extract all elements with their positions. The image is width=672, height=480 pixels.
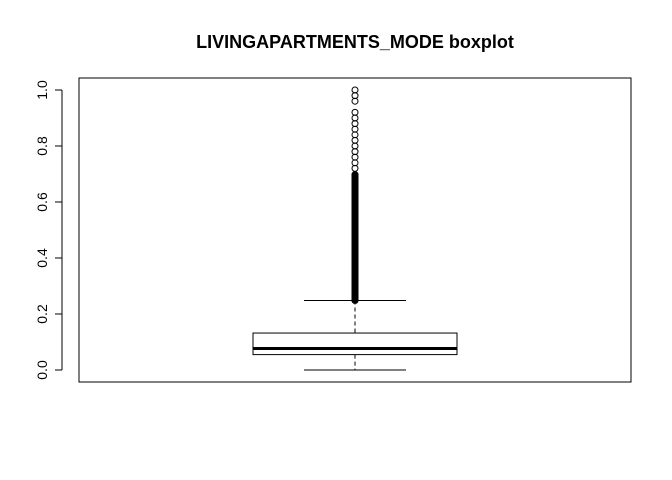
y-tick-label: 0.2 <box>34 304 50 324</box>
chart-title: LIVINGAPARTMENTS_MODE boxplot <box>196 32 514 52</box>
plot-frame <box>78 77 632 383</box>
outlier-point <box>351 108 359 116</box>
outliers-group <box>351 86 359 305</box>
outlier-point <box>351 86 359 94</box>
y-tick-label: 0.0 <box>34 360 50 380</box>
iqr-box <box>252 332 458 356</box>
y-tick-label: 1.0 <box>34 80 50 100</box>
y-tick-label: 0.8 <box>34 136 50 156</box>
box-elements <box>252 300 458 371</box>
y-tick-label: 0.6 <box>34 192 50 212</box>
y-tick-label: 0.4 <box>34 248 50 268</box>
y-axis: 0.0 0.2 0.4 0.6 0.8 1.0 <box>34 80 63 380</box>
